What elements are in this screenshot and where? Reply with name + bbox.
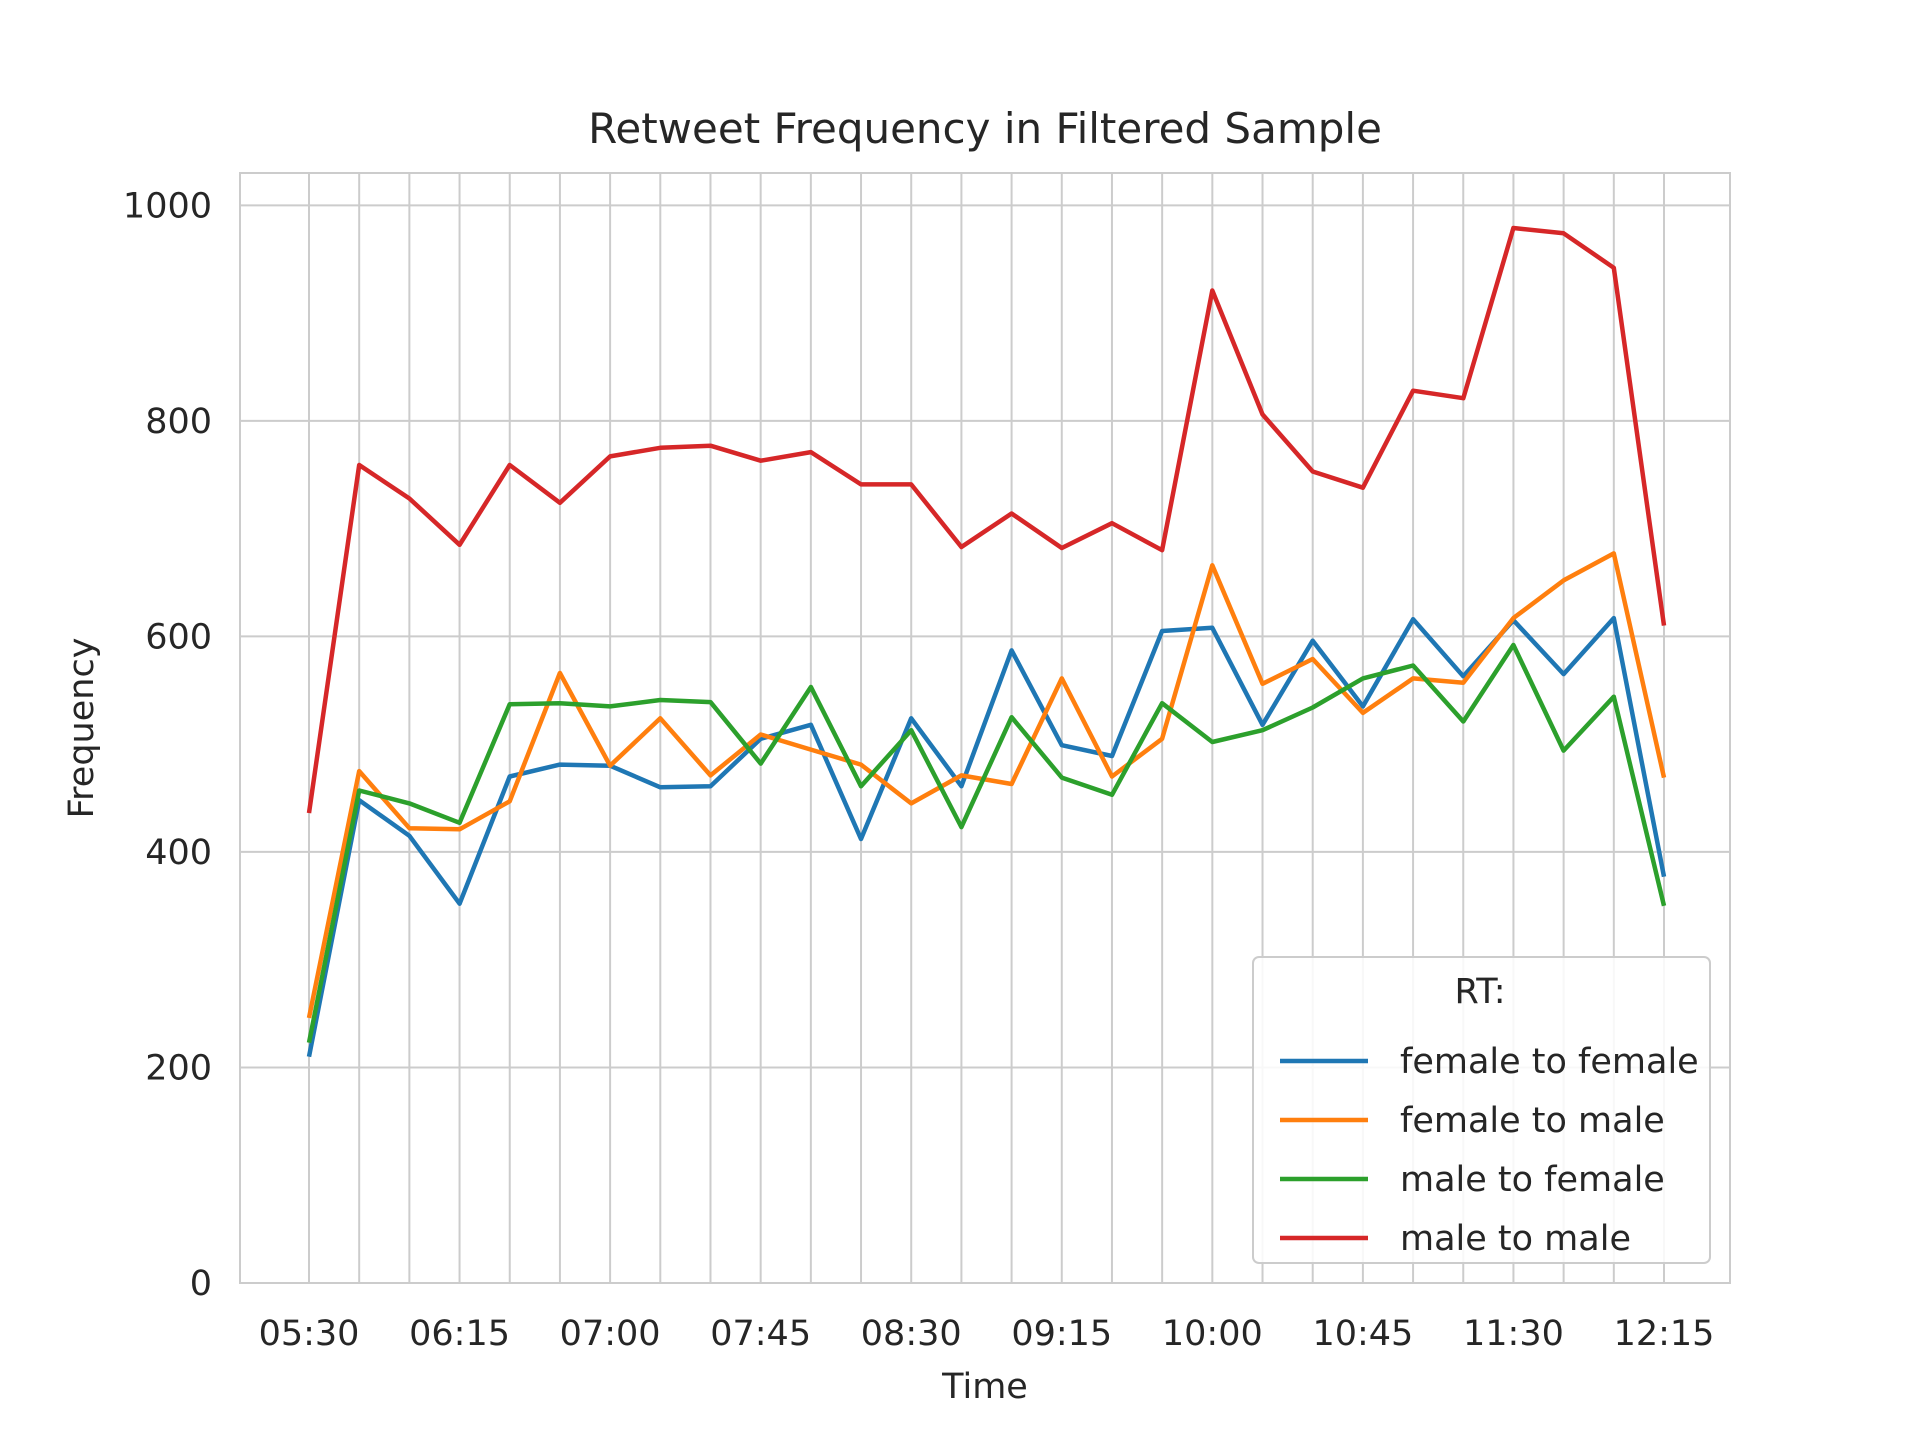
legend: RT: female to female female to male male t…: [1252, 956, 1711, 1264]
chart-title: Retweet Frequency in Filtered Sample: [588, 104, 1382, 153]
x-tick-label: 05:30: [259, 1314, 360, 1354]
x-tick-label: 08:30: [861, 1314, 962, 1354]
x-tick-label: 10:00: [1162, 1314, 1263, 1354]
x-tick-label: 11:30: [1463, 1314, 1564, 1354]
series-line-male-to-female: [306, 642, 1667, 1044]
x-tick-label: 07:00: [560, 1314, 661, 1354]
legend-box: [1252, 956, 1711, 1264]
series-line-female-to-male: [306, 551, 1667, 1019]
legend-label: male to male: [1400, 1219, 1631, 1259]
y-tick-label: 800: [145, 402, 212, 442]
x-tick-label: 07:45: [710, 1314, 811, 1354]
plot-frame: [239, 172, 1731, 1284]
legend-label: male to female: [1400, 1160, 1665, 1200]
x-axis-label: Time: [941, 1367, 1028, 1407]
series-line-male-to-male: [306, 225, 1667, 814]
x-tick-label: 06:15: [409, 1314, 510, 1354]
x-tick-label: 10:45: [1312, 1314, 1413, 1354]
legend-title: RT:: [1454, 972, 1505, 1012]
y-tick-label: 400: [145, 833, 212, 873]
x-tick-label: 12:15: [1614, 1314, 1715, 1354]
y-tick-label: 0: [190, 1264, 212, 1304]
y-tick-label: 200: [145, 1048, 212, 1088]
series-line-female-to-female: [306, 615, 1667, 1058]
legend-label: female to female: [1400, 1042, 1699, 1082]
y-tick-label: 1000: [123, 186, 212, 226]
legend-label: female to male: [1400, 1101, 1665, 1141]
y-tick-label: 600: [145, 617, 212, 657]
y-axis-label: Frequency: [62, 638, 102, 819]
x-tick-label: 09:15: [1011, 1314, 1112, 1354]
